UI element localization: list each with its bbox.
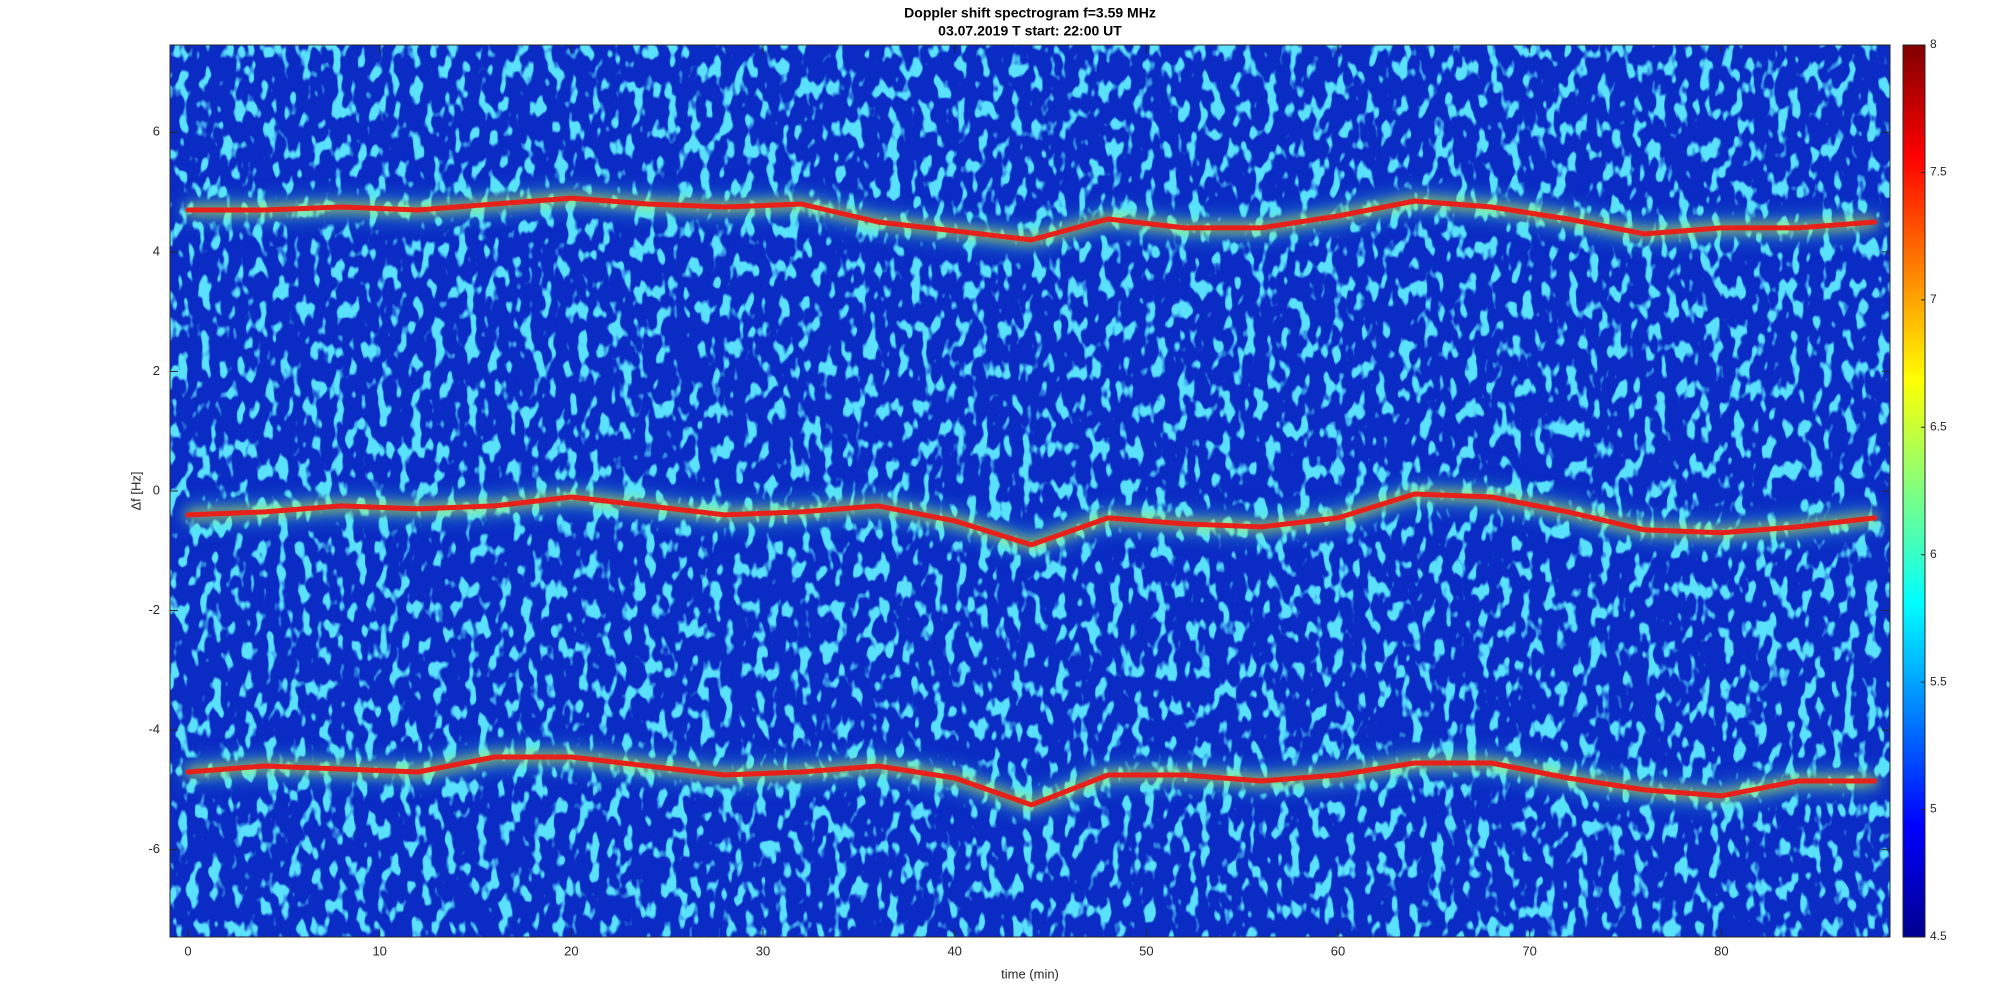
colorbar-tick-label: 7 bbox=[1930, 292, 1937, 306]
x-tick-label: 20 bbox=[564, 943, 578, 958]
ridge-trace bbox=[185, 491, 1878, 548]
y-tick-label: 2 bbox=[153, 363, 160, 378]
colorbar bbox=[1902, 44, 1926, 938]
x-tick-label: 40 bbox=[947, 943, 961, 958]
chart-subtitle: 03.07.2019 T start: 22:00 UT bbox=[938, 23, 1122, 39]
x-tick-label: 60 bbox=[1331, 943, 1345, 958]
y-tick-label: -6 bbox=[148, 841, 160, 856]
noise-texture bbox=[170, 45, 1890, 937]
colorbar-tick-label: 5.5 bbox=[1930, 674, 1947, 688]
colorbar-tick-label: 5 bbox=[1930, 802, 1937, 816]
y-tick-label: -2 bbox=[148, 602, 160, 617]
colorbar-tick-label: 4.5 bbox=[1930, 929, 1947, 943]
chart-title: Doppler shift spectrogram f=3.59 MHz bbox=[904, 5, 1156, 21]
x-tick-label: 80 bbox=[1714, 943, 1728, 958]
y-axis-label: Δf [Hz] bbox=[128, 471, 143, 510]
colorbar-tick-label: 7.5 bbox=[1930, 165, 1947, 179]
x-tick-label: 30 bbox=[756, 943, 770, 958]
x-tick-label: 10 bbox=[372, 943, 386, 958]
ridge-trace bbox=[185, 195, 1878, 243]
traces bbox=[185, 195, 1878, 808]
x-tick-label: 70 bbox=[1522, 943, 1536, 958]
x-tick-label: 0 bbox=[184, 943, 191, 958]
ridge-trace bbox=[185, 754, 1878, 808]
x-axis-label: time (min) bbox=[1001, 966, 1059, 981]
x-tick-label: 50 bbox=[1139, 943, 1153, 958]
y-tick-label: 0 bbox=[153, 482, 160, 497]
colorbar-tick-label: 6 bbox=[1930, 547, 1937, 561]
y-tick-label: -4 bbox=[148, 722, 160, 737]
y-tick-label: 6 bbox=[153, 124, 160, 139]
colorbar-tick-label: 8 bbox=[1930, 37, 1937, 51]
colorbar-tick-label: 6.5 bbox=[1930, 419, 1947, 433]
y-tick-label: 4 bbox=[153, 243, 160, 258]
